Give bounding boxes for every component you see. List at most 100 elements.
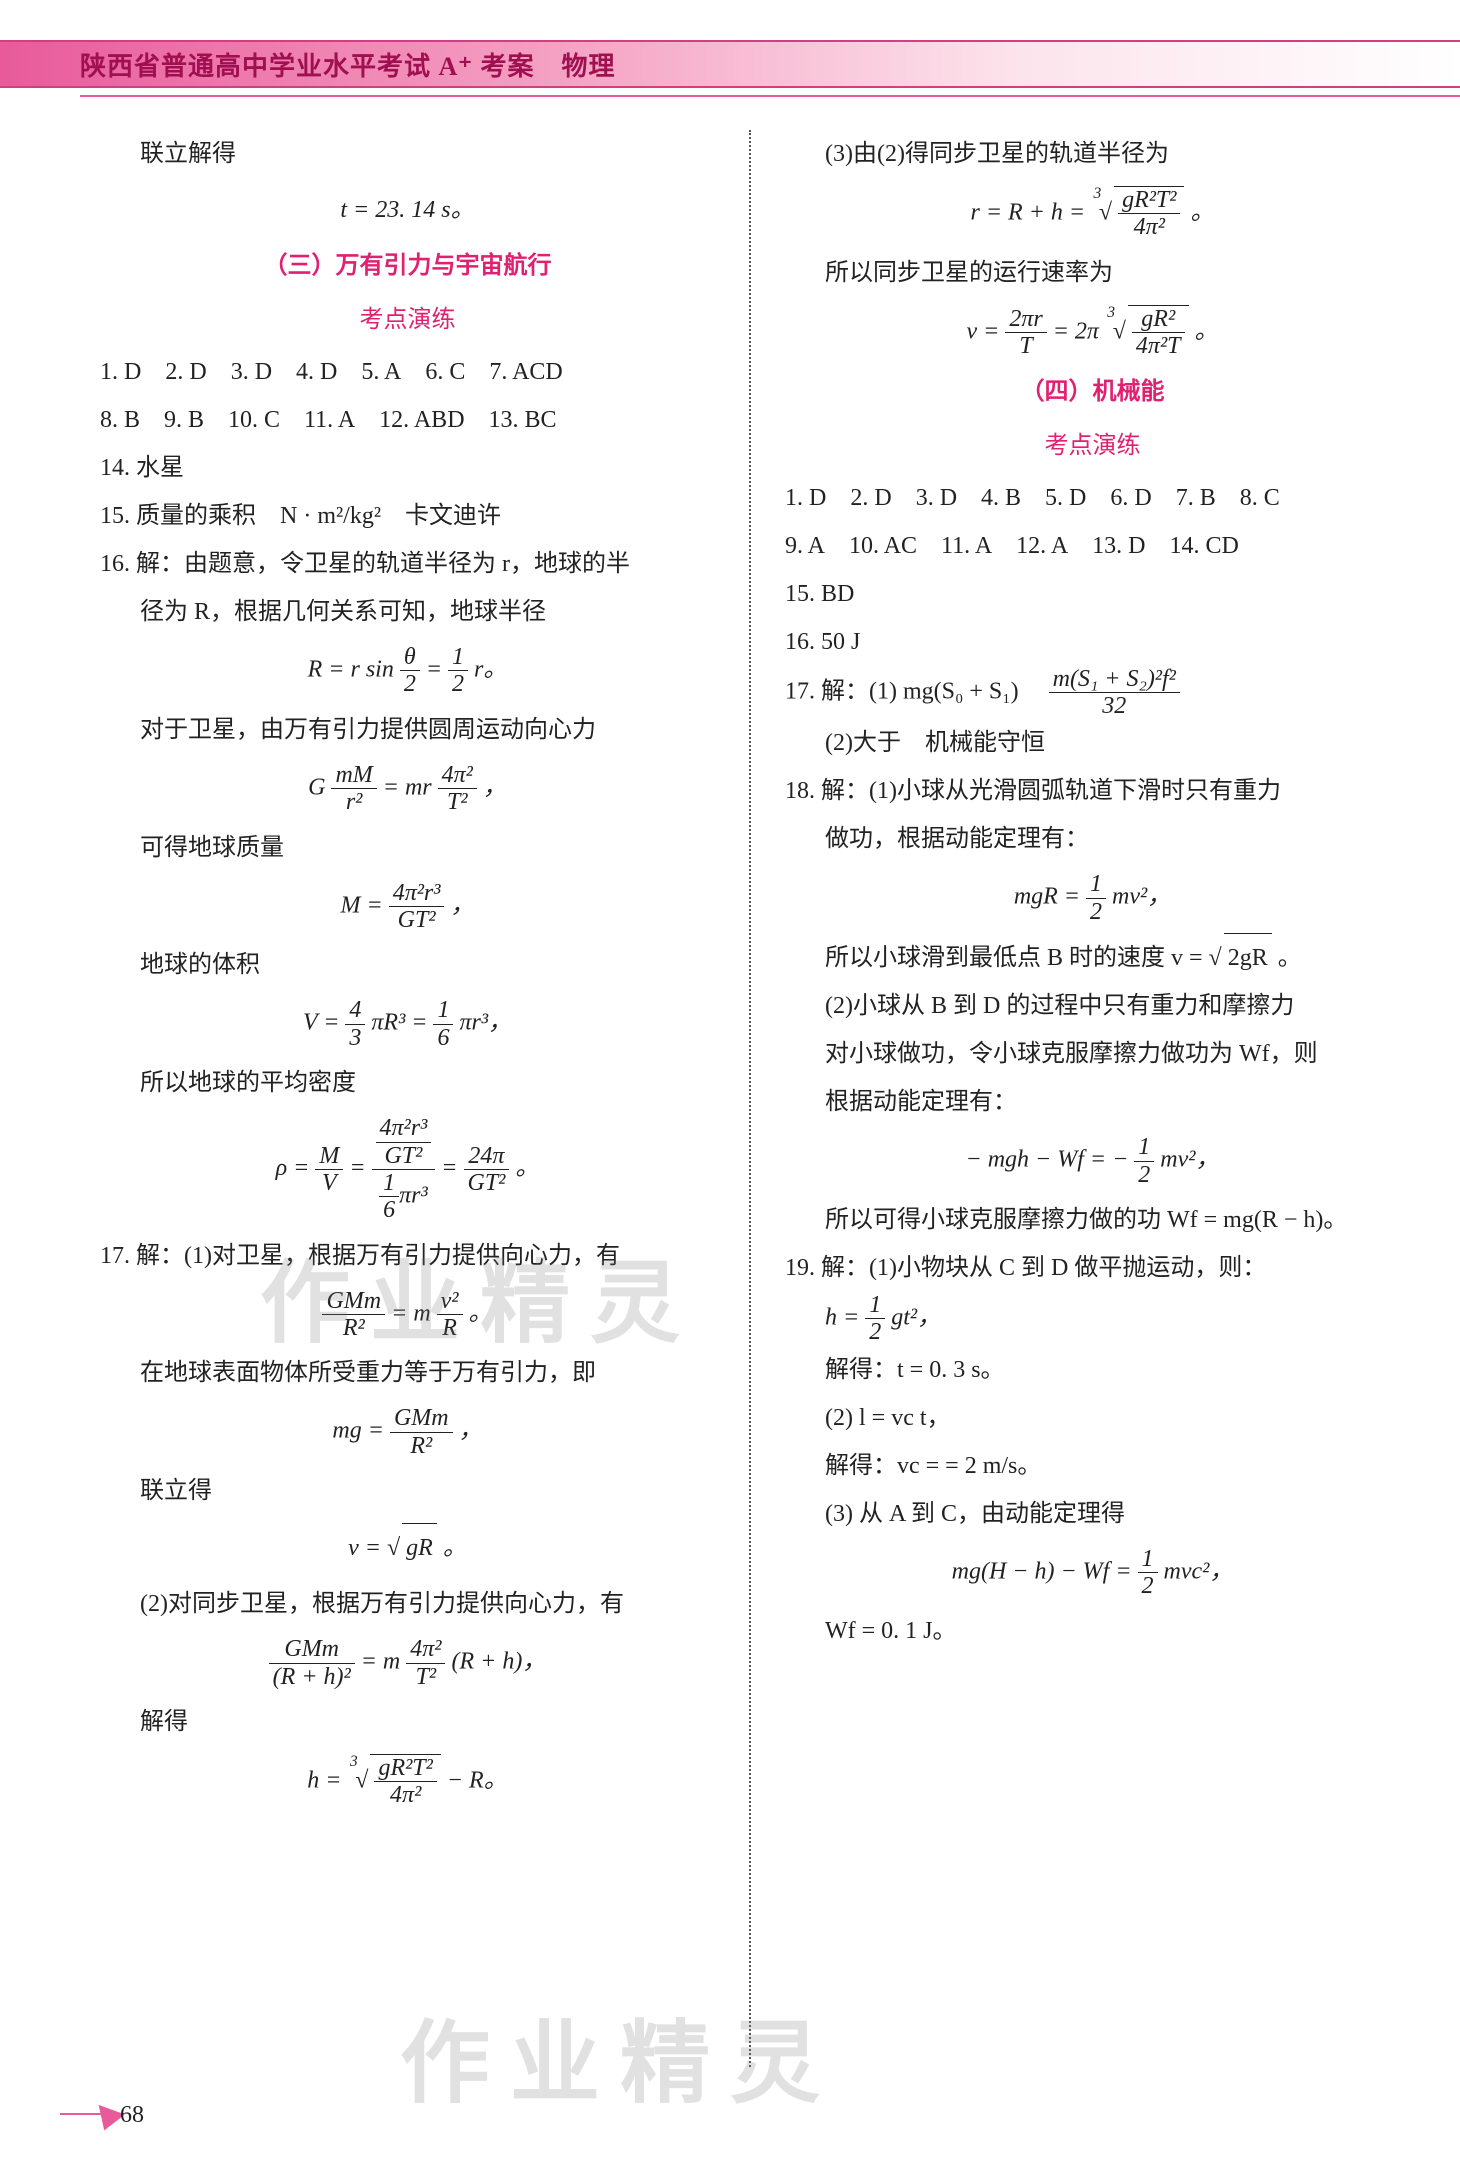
answer: 10. AC xyxy=(849,533,917,559)
text-line: 17. 解：(1) mg(S₀ + S₁) m(S₁ + S₂)²f²32 xyxy=(785,666,1400,720)
header-band: 陕西省普通高中学业水平考试 A⁺ 考案 物理 xyxy=(0,40,1460,88)
sqrt: gR²T²4π² xyxy=(1114,186,1184,241)
f-part: mv²， xyxy=(1112,884,1171,910)
f-part: h = xyxy=(307,1767,347,1793)
fraction: 43 xyxy=(345,997,365,1051)
answer: 11. A xyxy=(304,407,355,433)
text-line: 16. 50 J xyxy=(785,618,1400,666)
answer: 5. D xyxy=(1045,485,1086,511)
text-line: 15. BD xyxy=(785,570,1400,618)
section-sub-3: 考点演练 xyxy=(100,296,715,344)
answer: 6. D xyxy=(1110,485,1151,511)
f-part: 。 xyxy=(1190,199,1214,225)
cube-root-index: 3 xyxy=(350,1753,358,1770)
cube-root-index: 3 xyxy=(1093,185,1101,202)
text-line: (2)大于 机械能守恒 xyxy=(785,719,1400,767)
formula: h = 3√gR²T²4π² − R。 xyxy=(100,1754,715,1809)
fraction: MV xyxy=(315,1143,343,1197)
f-part: ， xyxy=(459,1418,483,1444)
text-line: 18. 解：(1)小球从光滑圆弧轨道下滑时只有重力 xyxy=(785,767,1400,815)
formula: R = r sin θ2 = 12 r。 xyxy=(100,644,715,698)
f-part: = xyxy=(349,1155,371,1181)
f-part: = xyxy=(441,1155,463,1181)
text-line: 解得：vc = = 2 m/s。 xyxy=(785,1442,1400,1490)
fraction: 12 xyxy=(865,1292,885,1346)
f-part: = 2π xyxy=(1053,318,1099,344)
fraction: 4π²r³GT² xyxy=(389,880,445,934)
formula: GMm(R + h)² = m 4π²T² (R + h)， xyxy=(100,1636,715,1690)
text-line: 14. 水星 xyxy=(100,444,715,492)
answer: 12. ABD xyxy=(379,407,464,433)
text-line: 地球的体积 xyxy=(100,941,715,989)
text-line: 在地球表面物体所受重力等于万有引力，即 xyxy=(100,1349,715,1397)
answer: 2. D xyxy=(850,485,891,511)
f-part: mgR = xyxy=(1014,884,1086,910)
f-part: gt²， xyxy=(891,1304,941,1330)
f-part: 。 xyxy=(1195,318,1219,344)
text-line: 所以地球的平均密度 xyxy=(100,1059,715,1107)
text-line: (2) l = vc t， xyxy=(785,1394,1400,1442)
answer: 4. D xyxy=(296,359,337,385)
answer: 12. A xyxy=(1016,533,1068,559)
f-part: 。 xyxy=(469,1300,493,1326)
answer: 1. D xyxy=(785,485,826,511)
fraction: 4π²r³GT² 16πr³ xyxy=(372,1115,436,1224)
answer: 5. A xyxy=(361,359,401,385)
header-title: 陕西省普通高中学业水平考试 A⁺ 考案 物理 xyxy=(80,46,616,83)
answer: 7. ACD xyxy=(489,359,562,385)
answers-row: 1. D 2. D 3. D 4. D 5. A 6. C 7. ACD xyxy=(100,348,715,396)
formula: ρ = MV = 4π²r³GT² 16πr³ = 24πGT² 。 xyxy=(100,1115,715,1224)
formula: mgR = 12 mv²， xyxy=(785,871,1400,925)
f-part: ， xyxy=(483,774,507,800)
cube-root-index: 3 xyxy=(1107,304,1115,321)
text-line: Wf = 0. 1 J。 xyxy=(785,1607,1400,1655)
section-sub-4: 考点演练 xyxy=(785,422,1400,470)
fraction: 4π²T² xyxy=(406,1636,445,1690)
f-part: = mr xyxy=(383,774,432,800)
sqrt: gR²T²4π² xyxy=(370,1754,440,1809)
text-line: 径为 R，根据几何关系可知，地球半径 xyxy=(100,588,715,636)
text-line: (2)对同步卫星，根据万有引力提供向心力，有 xyxy=(100,1580,715,1628)
fraction: 16 xyxy=(379,1170,399,1224)
answer: 8. C xyxy=(1240,485,1280,511)
sqrt: 2gR xyxy=(1224,933,1272,982)
f-part: 。 xyxy=(515,1155,539,1181)
f-part: ρ = xyxy=(276,1155,316,1181)
answer: 6. C xyxy=(425,359,465,385)
text-line: 所以小球滑到最低点 B 时的速度 v = √2gR 。 xyxy=(785,933,1400,982)
fraction: gR²T²4π² xyxy=(1118,187,1180,241)
f-part: 17. 解：(1) mg(S₀ + S₁) xyxy=(785,678,1043,704)
fraction: gR²4π²T xyxy=(1132,306,1185,360)
right-column: (3)由(2)得同步卫星的轨道半径为 r = R + h = 3√gR²T²4π… xyxy=(755,130,1400,2067)
answer: 14. CD xyxy=(1170,533,1239,559)
text-line: (2)小球从 B 到 D 的过程中只有重力和摩擦力 xyxy=(785,982,1400,1030)
sqrt: gR xyxy=(402,1523,437,1572)
text-line: 19. 解：(1)小物块从 C 到 D 做平抛运动，则： xyxy=(785,1244,1400,1292)
text-line: 联立得 xyxy=(100,1467,715,1515)
fraction: 12 xyxy=(1134,1134,1154,1188)
f-part: 。 xyxy=(1278,945,1302,971)
section-title-4: （四）机械能 xyxy=(785,368,1400,416)
formula: v = √gR 。 xyxy=(100,1523,715,1572)
f-part: v = xyxy=(348,1535,387,1561)
formula: GMmR² = m v²R 。 xyxy=(100,1288,715,1342)
fraction: 12 xyxy=(1086,871,1106,925)
text-line: 17. 解：(1)对卫星，根据万有引力提供向心力，有 xyxy=(100,1232,715,1280)
column-divider xyxy=(749,130,751,2067)
f-part: R = r sin xyxy=(308,656,394,682)
text-line: 根据动能定理有： xyxy=(785,1078,1400,1126)
f-part: v = xyxy=(967,318,1006,344)
f-part: (R + h)， xyxy=(451,1649,546,1675)
f-part: r = R + h = xyxy=(971,199,1092,225)
fraction: mMr² xyxy=(331,762,376,816)
answer: 7. B xyxy=(1176,485,1216,511)
f-part: = m xyxy=(391,1300,431,1326)
page-number: 68 xyxy=(120,2102,144,2129)
fraction: 16 xyxy=(433,997,453,1051)
fraction: 4π²r³GT² xyxy=(376,1115,432,1169)
formula: mg(H − h) − Wf = 12 mvc²， xyxy=(785,1546,1400,1600)
answer: 13. D xyxy=(1092,533,1145,559)
f-part: r。 xyxy=(474,656,507,682)
text-line: 解得 xyxy=(100,1698,715,1746)
fraction: GMmR² xyxy=(390,1405,453,1459)
